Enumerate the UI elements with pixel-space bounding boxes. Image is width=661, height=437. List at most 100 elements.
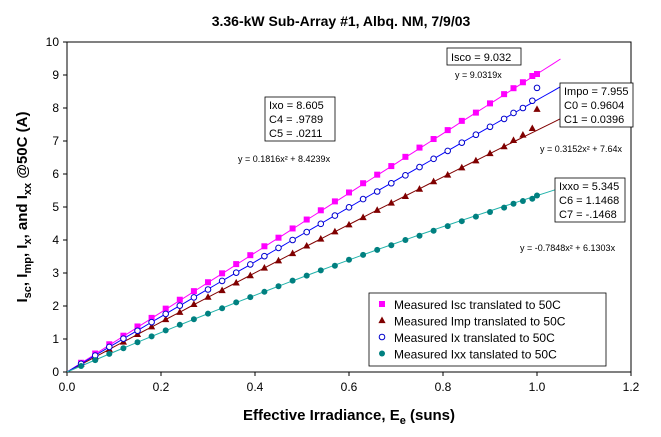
data-point-series-3 <box>261 288 268 295</box>
data-point-series-1 <box>190 300 198 307</box>
y-axis-title-part: , I <box>14 274 31 287</box>
data-point-series-1 <box>218 286 226 294</box>
data-point-series-0 <box>444 127 451 134</box>
imp-box-line-2: C0 = 0.9604 <box>564 100 624 112</box>
data-point-series-2 <box>120 335 127 342</box>
y-tick-label: 4 <box>52 233 59 247</box>
data-point-series-1 <box>289 249 297 257</box>
data-point-series-3 <box>78 363 85 370</box>
data-point-series-3 <box>233 299 240 306</box>
data-point-series-3 <box>106 350 113 357</box>
data-point-series-2 <box>317 220 325 228</box>
data-point-series-2 <box>289 236 296 244</box>
y-axis-title-part: @50C (A) <box>14 112 31 183</box>
data-point-series-1 <box>401 192 409 200</box>
data-point-series-2 <box>204 286 212 293</box>
data-point-series-0 <box>402 153 409 160</box>
data-point-series-3 <box>176 321 183 328</box>
data-point-series-0 <box>510 85 517 92</box>
data-point-series-3 <box>331 262 338 269</box>
data-point-series-2 <box>134 327 141 335</box>
imp-box-line-1: Impo = 7.955 <box>564 86 629 98</box>
data-point-series-3 <box>534 192 540 199</box>
data-point-series-0 <box>162 305 169 312</box>
data-point-series-0 <box>261 243 268 250</box>
x-tick-label: 0.0 <box>59 380 76 394</box>
data-point-series-3 <box>190 316 197 323</box>
data-point-series-0 <box>458 117 465 124</box>
data-point-series-1 <box>176 308 184 315</box>
legend-label-3: Measured Ixx tanslated to 50C <box>394 348 557 362</box>
x-tick-label: 0.2 <box>153 380 170 394</box>
data-point-series-0 <box>247 252 254 259</box>
data-point-series-3 <box>303 272 310 279</box>
data-point-series-3 <box>275 283 282 290</box>
data-point-series-0 <box>331 198 338 205</box>
data-point-series-2 <box>472 131 480 139</box>
data-point-series-0 <box>374 171 381 178</box>
data-point-series-1 <box>204 293 212 300</box>
data-point-series-2 <box>510 109 517 117</box>
y-axis-title-part: , I <box>14 245 31 258</box>
ixx-box-line-2: C6 = 1.1468 <box>559 195 619 207</box>
legend-label-0: Measured Isc translated to 50C <box>394 298 561 312</box>
data-point-series-3 <box>388 242 395 249</box>
data-point-series-0 <box>472 109 479 116</box>
data-point-series-2 <box>106 343 113 351</box>
data-point-series-1 <box>444 170 452 178</box>
data-point-series-0 <box>205 279 211 286</box>
data-point-series-2 <box>533 84 541 92</box>
data-point-series-1 <box>303 241 311 249</box>
data-point-series-1 <box>458 163 466 171</box>
data-point-series-1 <box>345 220 353 228</box>
data-point-series-3 <box>519 198 526 205</box>
ixx-parameter-box: Ixxo = 5.345 C6 = 1.1468 C7 = -.1468 <box>554 177 626 223</box>
y-tick-label: 1 <box>52 332 59 346</box>
data-point-series-3 <box>92 357 99 364</box>
legend-label-1: Measured Imp translated to 50C <box>394 315 566 329</box>
data-point-series-2 <box>176 302 184 309</box>
x-axis-title-main: Effective Irradiance, E <box>243 407 400 424</box>
ix-box-line-1: Ixo = 8.605 <box>269 100 324 112</box>
data-point-series-3 <box>162 327 169 334</box>
data-point-series-0 <box>346 189 352 196</box>
data-point-series-0 <box>148 314 155 321</box>
data-point-series-0 <box>303 216 310 223</box>
data-point-series-1 <box>260 264 268 271</box>
equation-isc: y = 9.0319x <box>455 70 502 80</box>
legend-marker-3 <box>379 350 385 357</box>
data-point-series-0 <box>176 296 183 303</box>
data-point-series-2 <box>232 269 240 276</box>
y-tick-label: 3 <box>52 266 59 280</box>
x-axis-ticks: 0.0 0.2 0.4 0.6 0.8 1.0 1.2 <box>59 372 640 394</box>
equation-ixx: y = -0.7848x² + 6.1303x <box>520 243 616 253</box>
y-axis-title-sub: mp <box>22 257 34 274</box>
y-axis-title-sub: x <box>22 238 34 245</box>
ixx-box-line-3: C7 = -.1468 <box>559 209 617 221</box>
data-point-series-3 <box>487 208 493 215</box>
data-point-series-1 <box>317 235 325 242</box>
data-point-series-0 <box>416 144 423 151</box>
data-point-series-2 <box>303 228 311 236</box>
x-tick-label: 1.2 <box>623 380 640 394</box>
data-point-series-0 <box>430 136 437 143</box>
data-point-series-3 <box>458 218 465 225</box>
data-point-series-0 <box>134 323 141 330</box>
isc-parameter-box: Isco = 9.032 <box>446 47 522 66</box>
data-point-series-2 <box>373 188 381 195</box>
data-point-series-2 <box>148 318 155 326</box>
data-point-series-2 <box>430 155 437 163</box>
data-point-series-2 <box>519 104 527 112</box>
y-tick-label: 6 <box>52 167 59 181</box>
data-point-series-2 <box>416 163 423 171</box>
legend: Measured Isc translated to 50C Measured I… <box>368 292 607 367</box>
y-axis-title-part: I <box>14 298 31 302</box>
data-point-series-2 <box>190 294 198 301</box>
legend-frame <box>368 292 607 367</box>
legend-marker-2 <box>378 333 386 341</box>
x-axis-title-tail: (suns) <box>406 407 455 424</box>
data-point-series-3 <box>374 246 381 253</box>
data-point-series-3 <box>148 333 155 340</box>
isc-box-line-1: Isco = 9.032 <box>451 52 511 64</box>
